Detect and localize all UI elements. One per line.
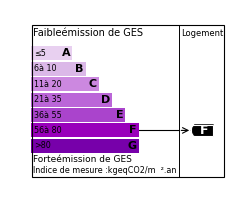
Text: Logement: Logement [180,29,223,38]
Text: B: B [75,64,84,74]
Bar [31,123,139,137]
Text: F: F [200,124,208,137]
Bar [191,125,214,136]
Polygon shape [191,125,214,136]
Text: 36à 55: 36à 55 [34,111,62,120]
Text: F: F [129,125,136,135]
Text: 6à 10: 6à 10 [34,64,57,73]
Bar [31,93,112,107]
Text: A: A [62,48,70,58]
Text: E: E [116,110,123,120]
Text: 56à 80: 56à 80 [34,126,62,135]
Text: D: D [101,95,110,105]
Text: Forteémission de GES: Forteémission de GES [33,155,132,164]
Text: ≤5: ≤5 [34,49,46,58]
Text: Faibleémission de GES: Faibleémission de GES [33,28,143,38]
Text: Indice de mesure :kgeqCO2/m  ².an: Indice de mesure :kgeqCO2/m ².an [33,166,176,175]
Text: 11à 20: 11à 20 [34,80,62,89]
Bar [31,108,126,122]
Text: 21à 35: 21à 35 [34,95,62,104]
Bar [31,62,86,76]
Bar [31,77,99,91]
Text: G: G [127,141,136,151]
Text: >80: >80 [34,141,51,150]
Bar [31,46,72,60]
Text: C: C [88,79,97,89]
Bar [31,139,139,153]
